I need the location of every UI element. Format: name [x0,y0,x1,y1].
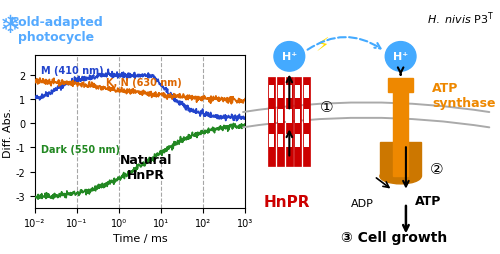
Bar [286,134,292,147]
Bar [380,142,422,177]
Bar [278,110,283,123]
Bar [304,134,309,147]
Y-axis label: Diff. Abs.: Diff. Abs. [2,107,13,157]
Bar [304,86,309,99]
Text: ATP
synthase: ATP synthase [432,81,496,109]
Text: ①: ① [320,99,333,114]
Text: H⁺: H⁺ [393,52,408,62]
Text: ❄: ❄ [0,14,20,38]
Bar [303,77,310,166]
Text: Cold-adapted
photocycle: Cold-adapted photocycle [9,16,103,44]
Text: ③ Cell growth: ③ Cell growth [341,230,447,244]
Circle shape [386,42,416,72]
Bar [388,79,413,93]
Bar [269,110,274,123]
Bar [269,134,274,147]
Bar [277,77,284,166]
Text: HnPR: HnPR [264,194,310,209]
Text: ATP: ATP [415,194,442,207]
Text: H⁺: H⁺ [282,52,297,62]
Bar [393,93,408,177]
Bar [295,86,300,99]
Bar [278,86,283,99]
Text: Natural
HnPR: Natural HnPR [120,153,172,181]
Text: Dark (550 nm): Dark (550 nm) [42,145,120,155]
Bar [286,77,292,166]
Bar [295,110,300,123]
Text: K, N (630 nm): K, N (630 nm) [106,78,182,88]
Bar [278,134,283,147]
Bar [269,86,274,99]
Bar [286,110,292,123]
Text: M (410 nm): M (410 nm) [42,66,104,76]
X-axis label: Time / ms: Time / ms [112,233,168,243]
Text: ②: ② [430,162,443,176]
Text: $\it{H.\ nivis}\ \mathrm{P3}^{\mathsf{T}}$: $\it{H.\ nivis}\ \mathrm{P3}^{\mathsf{T}… [427,10,494,27]
Bar [268,77,275,166]
Bar [294,77,301,166]
Text: ADP: ADP [351,198,374,208]
Text: ⚡: ⚡ [316,36,330,55]
Circle shape [274,42,304,72]
Bar [286,86,292,99]
Bar [295,134,300,147]
Ellipse shape [380,169,422,184]
Bar [304,110,309,123]
